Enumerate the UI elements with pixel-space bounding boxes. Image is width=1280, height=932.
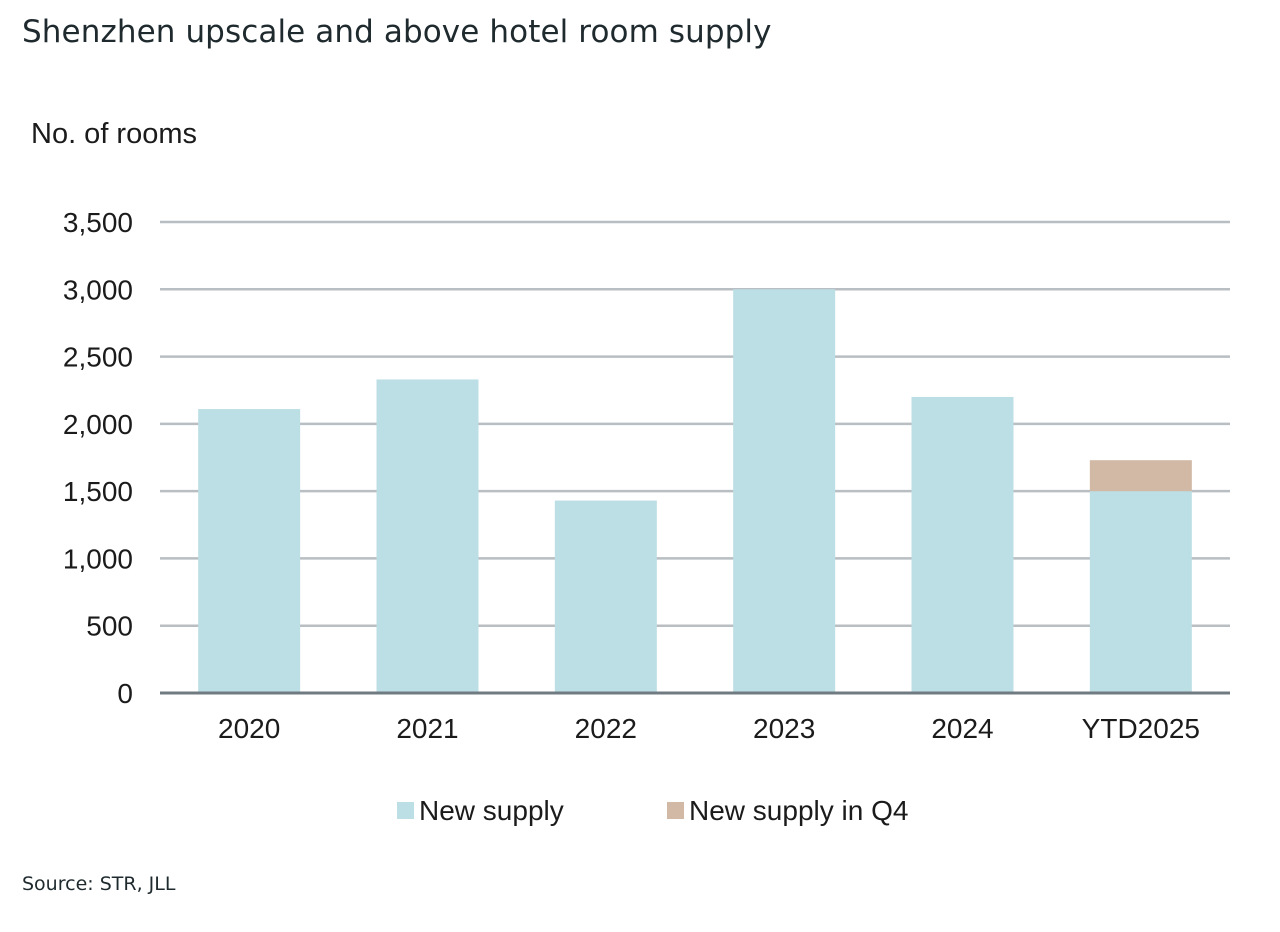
y-tick-label: 0 [117,678,133,709]
x-tick-label: 2020 [218,713,280,744]
legend-label-new-supply-q4: New supply in Q4 [689,795,908,826]
y-axis-ticks: 0 500 1,000 1,500 2,000 2,500 3,000 3,500 [63,207,133,709]
bar-2021-new-supply [376,379,479,693]
y-tick-label: 3,000 [63,274,133,305]
y-tick-label: 3,500 [63,207,133,238]
bar-series [198,289,1192,693]
x-tick-label: 2023 [753,713,815,744]
x-tick-label: 2022 [575,713,637,744]
bar-2023-new-supply [733,289,836,693]
bar-YTD2025-new-supply [1089,491,1192,693]
y-tick-label: 1,500 [63,476,133,507]
y-tick-label: 2,500 [63,342,133,373]
x-tick-label: 2021 [396,713,458,744]
source-note: Source: STR, JLL [22,873,176,895]
legend-swatch-new-supply [397,802,414,819]
x-tick-label: 2024 [931,713,993,744]
bar-2020-new-supply [198,409,301,693]
x-tick-label: YTD2025 [1082,713,1200,744]
y-tick-label: 1,000 [63,543,133,574]
legend: New supply New supply in Q4 [397,795,908,826]
bar-2022-new-supply [554,500,657,693]
chart-title: Shenzhen upscale and above hotel room su… [22,14,772,50]
x-axis-ticks: 2020 2021 2022 2023 2024 YTD2025 [218,713,1200,744]
legend-swatch-new-supply-q4 [667,802,684,819]
y-tick-label: 500 [86,611,133,642]
bar-YTD2025-new-supply-q4 [1089,460,1192,492]
legend-label-new-supply: New supply [419,795,564,826]
y-axis-label: No. of rooms [31,118,197,150]
gridlines [160,220,1230,627]
bar-2024-new-supply [911,396,1014,693]
y-tick-label: 2,000 [63,409,133,440]
